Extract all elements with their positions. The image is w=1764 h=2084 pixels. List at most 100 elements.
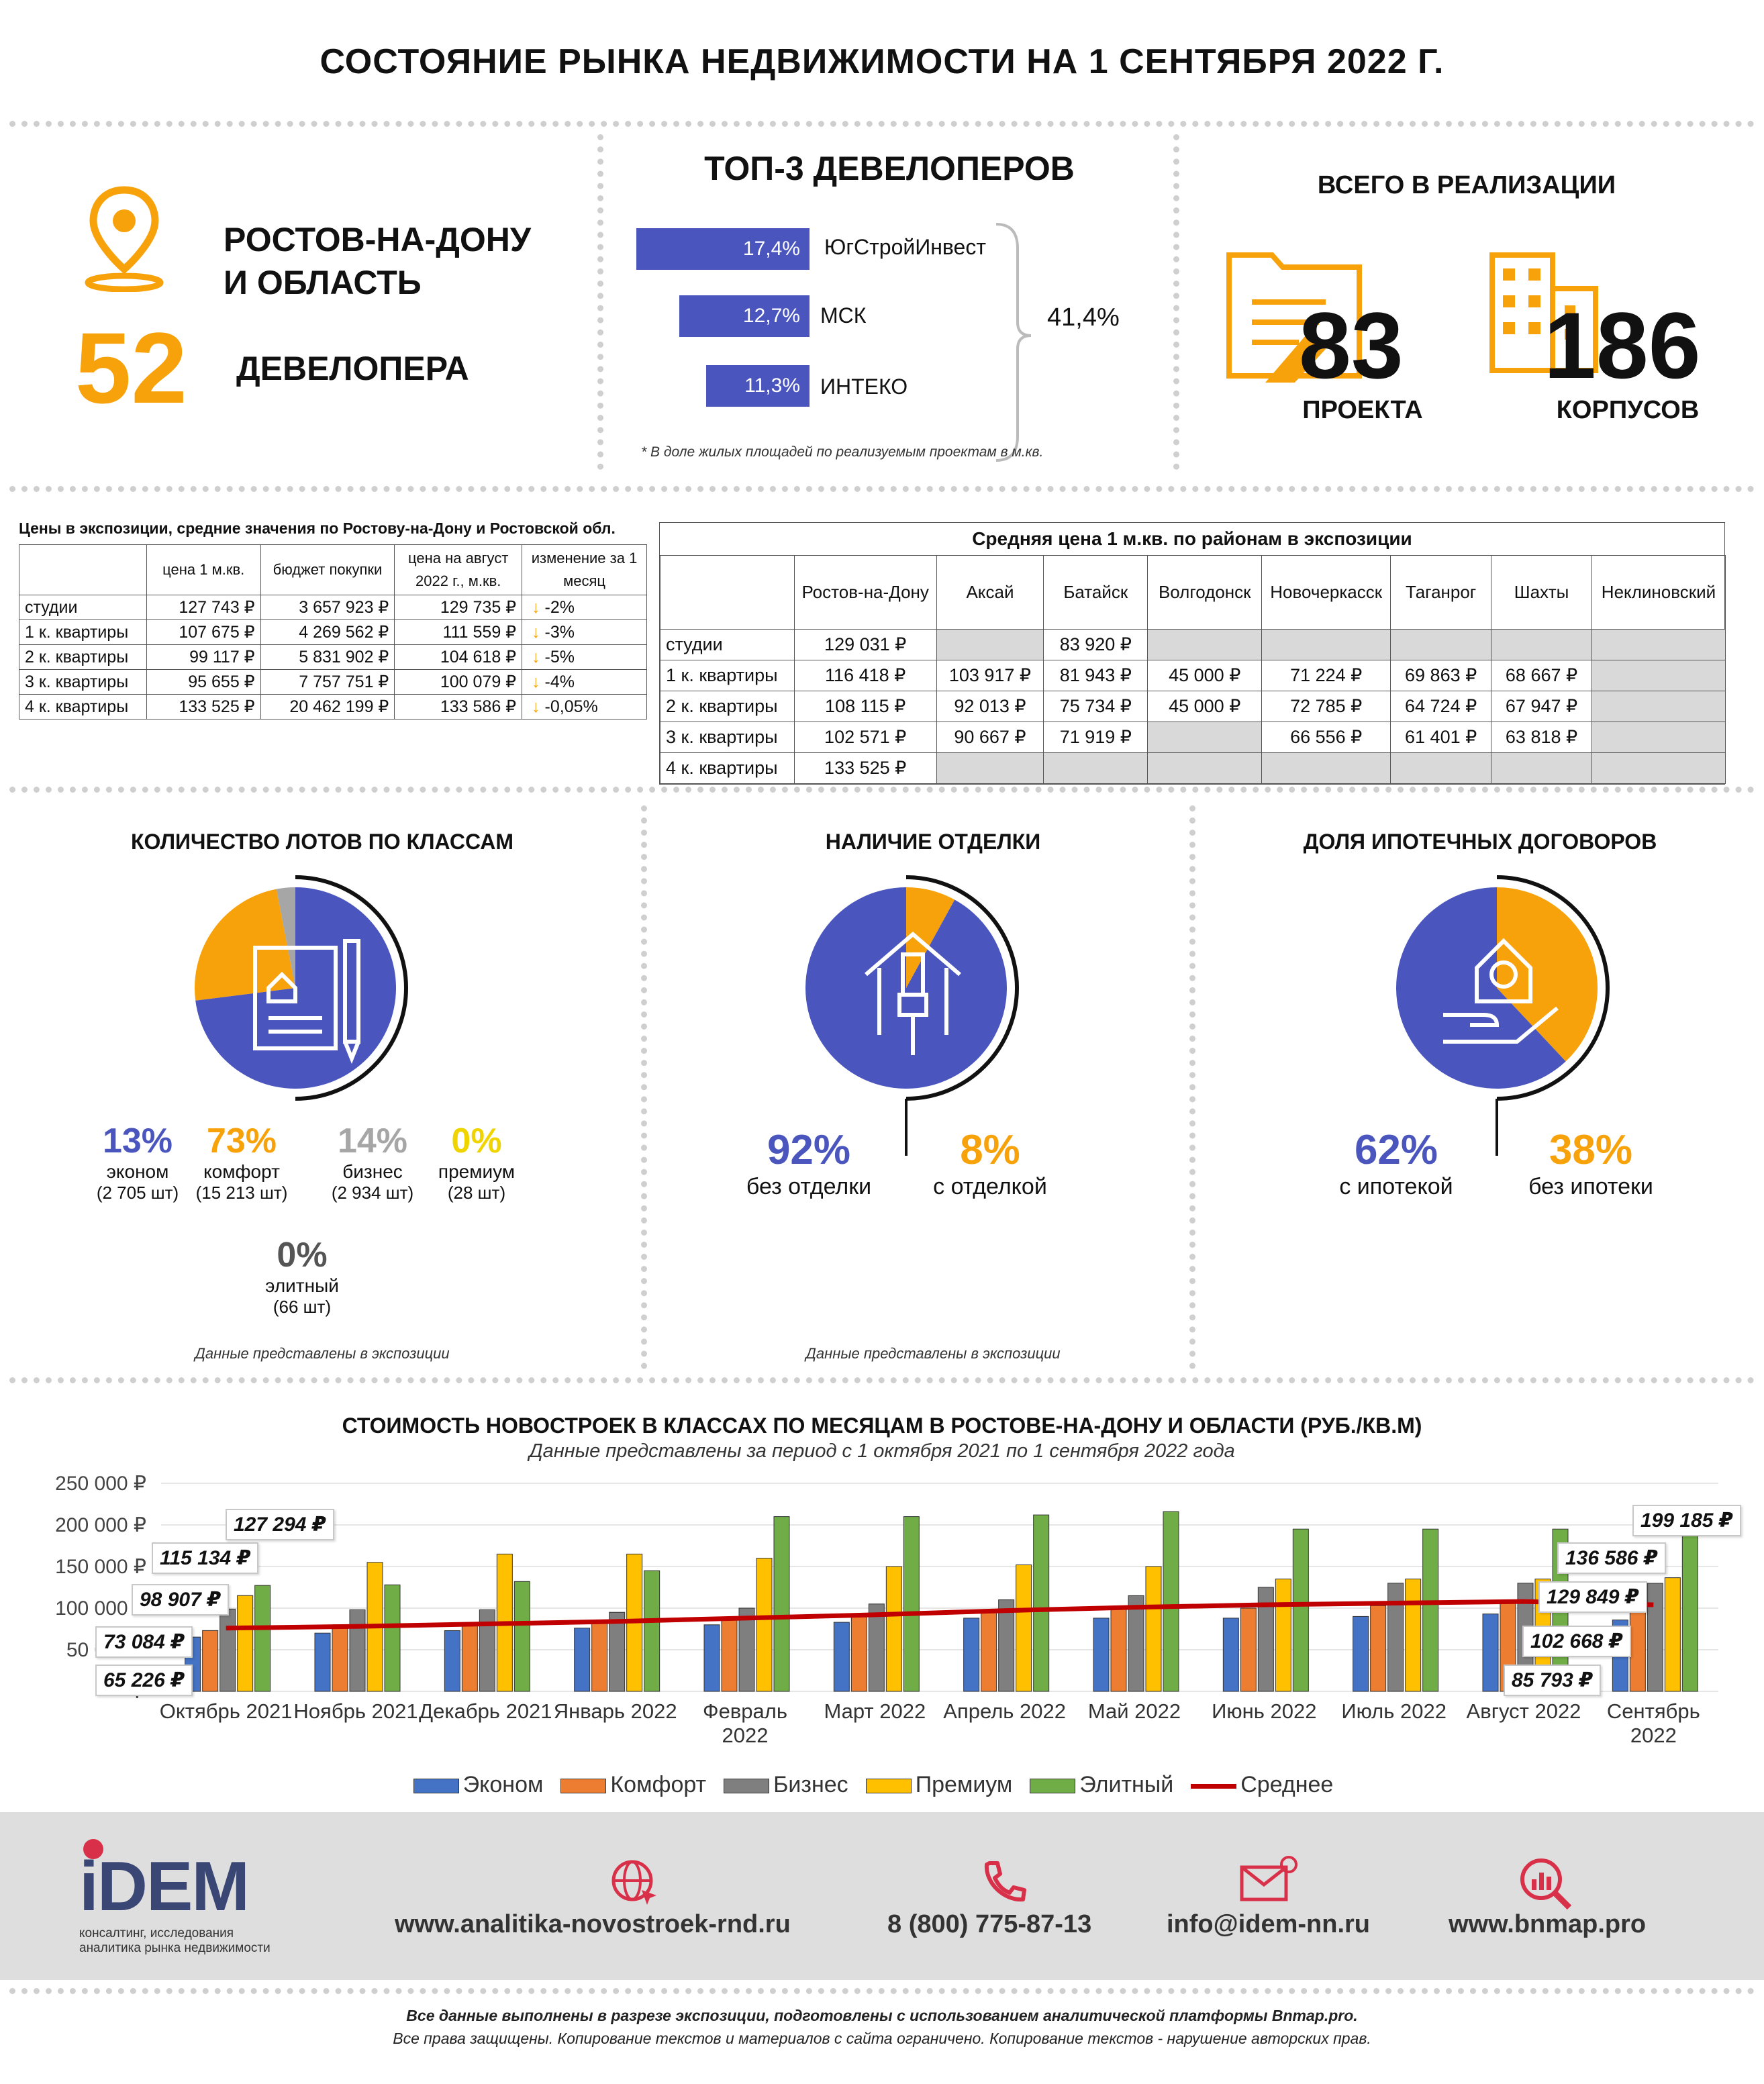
data-label: 73 084 ₽ [95,1626,193,1658]
table1-cell: 2 к. квартиры [19,644,147,670]
table2-cell: 45 000 ₽ [1147,660,1263,691]
table1-header: цена на август 2022 г., м.кв. [394,544,523,595]
table-row: 4 к. квартиры 133 525 ₽20 462 199 ₽133 58… [19,694,647,720]
top3-name: ИНТЕКО [820,375,908,399]
bar-Премиум [885,1566,902,1692]
documents-icon [1225,248,1366,393]
bar-Элитный [644,1570,660,1692]
table2-cell: 81 943 ₽ [1043,660,1148,691]
data-label: 136 586 ₽ [1557,1542,1666,1574]
table2-cell [1591,660,1726,691]
top3-note: * В доле жилых площадей по реализуемым п… [641,444,1044,460]
table2-cell: 133 525 ₽ [793,752,937,784]
table1-change-cell: ↓ -2% [522,595,647,620]
bar-Премиум [1016,1565,1032,1692]
top3-name: МСК [820,303,867,328]
table2-cell [1261,752,1391,784]
pie-slice [805,887,1007,1089]
bar-Элитный [384,1584,401,1692]
table-row: 2 к. квартиры 99 117 ₽5 831 902 ₽104 618 … [19,644,647,670]
data-label: 102 668 ₽ [1522,1626,1631,1657]
bar-Бизнес [479,1609,495,1692]
pie-ring [905,875,1019,1101]
table1-cell: студии [19,595,147,620]
lots-premium-label: премиум [438,1161,516,1182]
data-label: 85 793 ₽ [1504,1665,1601,1696]
bar-Элитный [1033,1514,1050,1692]
email-icon [1239,1854,1300,1911]
data-label: 115 134 ₽ [152,1542,259,1574]
lots-comfort-pct: 73% [206,1122,277,1160]
table2-cell [1591,752,1726,784]
lots-premium-pct: 0% [451,1122,502,1160]
bnmap-link[interactable]: www.bnmap.pro [1449,1910,1647,1938]
finish-stat-2: 8% с отделкой [913,1126,1067,1200]
table2-cell: 66 556 ₽ [1261,722,1391,753]
legend-item: Комфорт [560,1772,706,1798]
table2-header: Таганрог [1390,555,1492,630]
mortgage-no-pct: 38% [1549,1127,1633,1173]
legend-item: Премиум [865,1772,1012,1798]
lots-premium-count: (28 шт) [447,1183,506,1203]
pie-slice [195,889,295,1001]
price-table-grid: цена 1 м.кв. бюджет покупки цена на август… [19,544,647,720]
x-tick-label: Апрель 2022 [943,1699,1067,1723]
lots-business-count: (2 934 шт) [331,1183,414,1203]
y-tick-label: 100 000 ₽ [55,1597,146,1620]
data-label: 65 226 ₽ [95,1665,193,1696]
top3-bar: 11,3% [706,365,810,407]
pie-slice [906,887,955,988]
pie-ring [1496,875,1610,1101]
top3-title: ТОП-3 ДЕВЕЛОПЕРОВ [704,150,1075,187]
table2-cell: 75 734 ₽ [1043,691,1148,722]
bar-Комфорт [721,1618,738,1692]
phone-link[interactable]: 8 (800) 775-87-13 [887,1910,1092,1938]
lots-econom-count: (2 705 шт) [96,1183,179,1203]
table2-cell: 67 947 ₽ [1491,691,1592,722]
data-label: 98 907 ₽ [132,1584,229,1616]
lots-business-pct: 14% [337,1122,408,1160]
table-row: студии 127 743 ₽3 657 923 ₽129 735 ₽ ↓ -2% [19,595,647,620]
top3-brace [995,223,1032,462]
bar-Премиум [1405,1579,1422,1692]
bar-Комфорт [332,1624,348,1692]
table2-cell [1491,629,1592,660]
bar-Бизнес [1128,1595,1144,1692]
finish-no-label: без отделки [746,1174,872,1199]
data-label: 199 185 ₽ [1632,1505,1741,1536]
website-link[interactable]: www.analitika-novostroek-rnd.ru [395,1910,791,1938]
region-line1: РОСТОВ-НА-ДОНУ [224,221,531,258]
x-tick-label: Февраль 2022 [703,1699,787,1747]
bar-Эконом [444,1630,460,1692]
x-tick-label: Ноябрь 2021 [293,1699,418,1723]
lots-elite-count: (66 шт) [273,1297,332,1317]
table1-header: цена 1 м.кв. [146,544,261,595]
chart-subtitle: Данные представлены за период с 1 октябр… [529,1440,1235,1462]
table2-cell: студии [660,629,795,660]
footer: iDEM консалтинг, исследования аналитика … [0,1812,1764,1980]
bar-Эконом [963,1618,980,1692]
finish-yes-pct: 8% [960,1127,1020,1173]
lots-econom-pct: 13% [102,1122,173,1160]
district-table-grid: Ростов-на-Дону Аксай Батайск Волгодонск Ново… [660,555,1726,784]
phone-icon [980,1859,1027,1909]
bar-Эконом [1353,1616,1369,1692]
arrow-down-icon: ↓ [532,647,540,666]
bar-Бизнес [1257,1587,1274,1692]
table2-cell: 45 000 ₽ [1147,691,1263,722]
table-row: 2 к. квартиры 108 115 ₽92 013 ₽75 734 ₽45… [660,691,1726,722]
table-row: студии 129 031 ₽ 83 920 ₽ [660,629,1726,660]
bar-Комфорт [202,1630,219,1692]
table2-cell: 61 401 ₽ [1390,722,1492,753]
top3-bar: 17,4% [636,228,810,270]
table1-header: изменение за 1 месяц [522,544,647,595]
email-link[interactable]: info@idem-nn.ru [1167,1910,1371,1938]
table2-header: Неклиновский [1591,555,1726,630]
bar-Элитный [903,1516,920,1692]
table1-cell: 129 735 ₽ [394,595,523,620]
buildings-icon [1487,242,1601,379]
x-tick-label: Декабрь 2021 [419,1699,552,1723]
table2-cell: 3 к. квартиры [660,722,795,753]
table2-header: Батайск [1043,555,1148,630]
table2-cell [1591,722,1726,753]
